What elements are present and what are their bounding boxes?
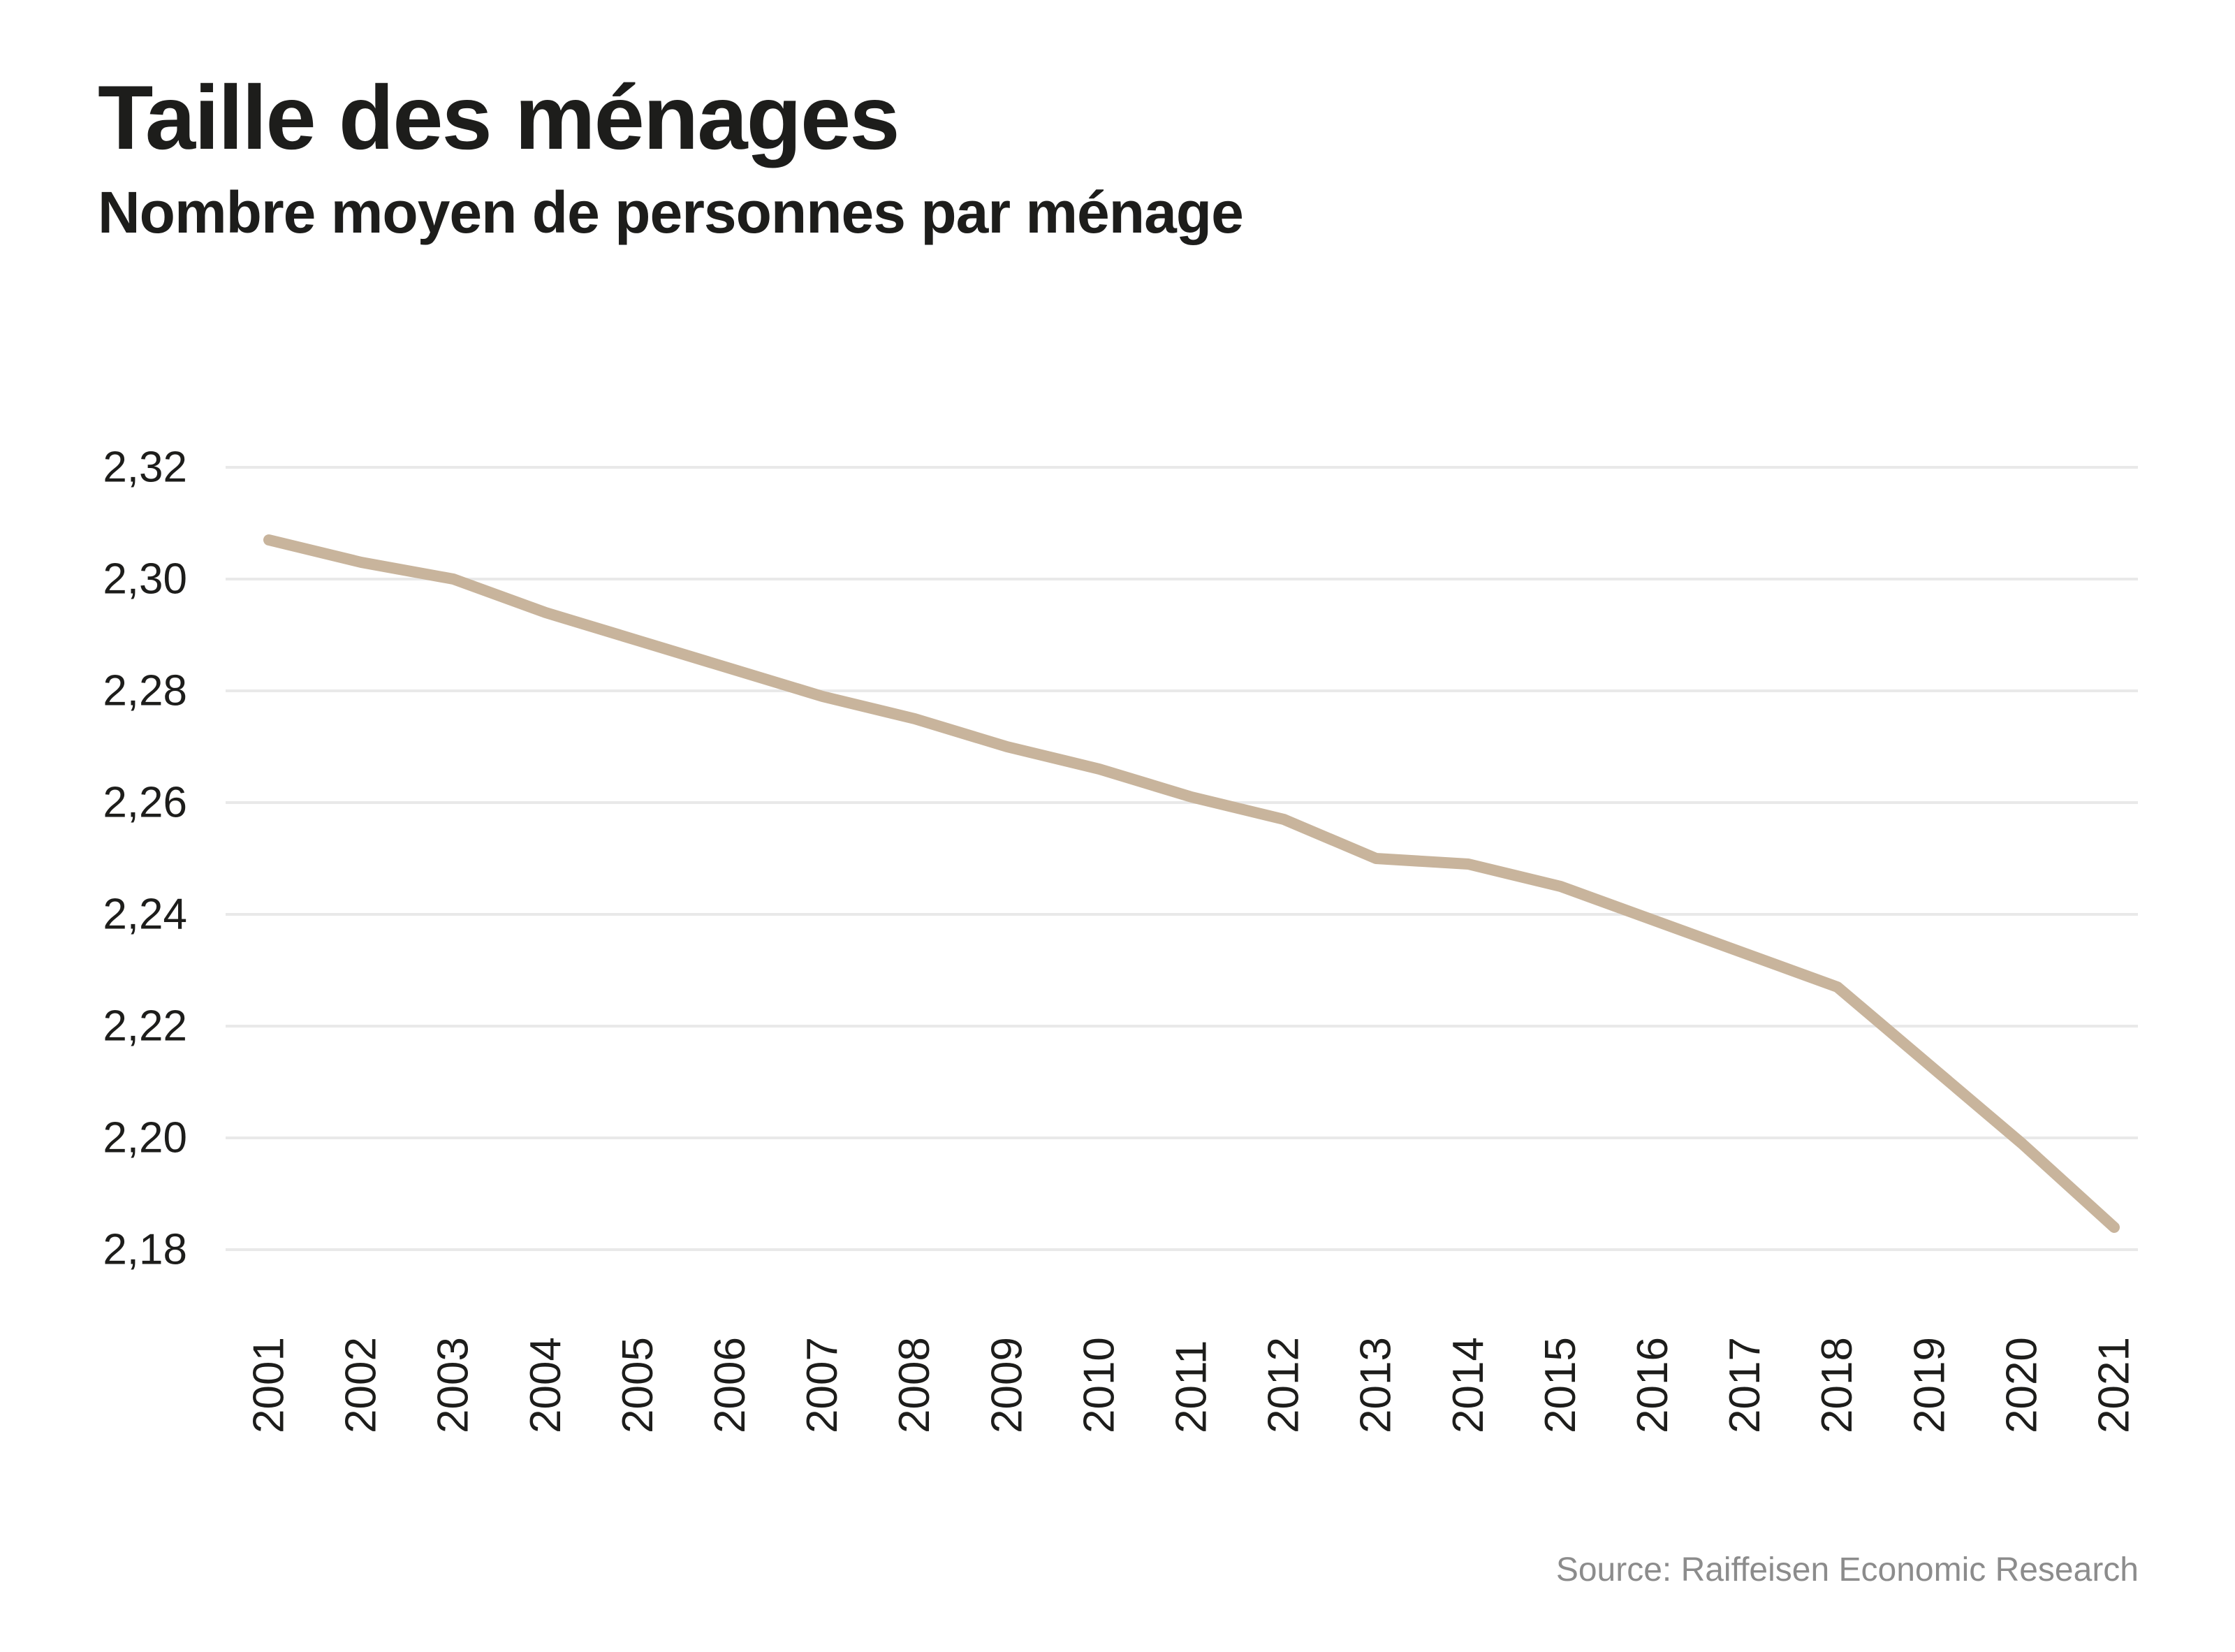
y-tick-label: 2,30	[103, 555, 187, 604]
y-tick-label: 2,26	[103, 779, 187, 827]
x-tick-label: 2013	[1352, 1337, 1400, 1433]
x-tick-label: 2009	[983, 1337, 1031, 1433]
x-tick-label: 2018	[1813, 1337, 1861, 1433]
y-tick-label: 2,32	[103, 444, 187, 492]
y-tick-label: 2,28	[103, 667, 187, 715]
x-tick-label: 2006	[706, 1337, 754, 1433]
x-tick-label: 2014	[1444, 1337, 1493, 1433]
y-axis-tick-labels: 2,32 2,30 2,28 2,26 2,24 2,22 2,20 2,18	[103, 444, 187, 1274]
series-line	[263, 534, 2120, 1233]
y-tick-label: 2,22	[103, 1002, 187, 1051]
x-tick-label: 2008	[891, 1337, 939, 1433]
y-tick-label: 2,20	[103, 1114, 187, 1162]
x-tick-label: 2001	[245, 1337, 293, 1433]
x-tick-label: 2019	[1905, 1337, 1954, 1433]
x-tick-label: 2021	[2090, 1337, 2139, 1433]
x-tick-label: 2016	[1629, 1337, 1677, 1433]
x-tick-label: 2002	[337, 1337, 386, 1433]
x-tick-label: 2003	[430, 1337, 478, 1433]
source-caption: Source: Raiffeisen Economic Research	[1555, 1551, 2139, 1588]
x-axis-tick-labels: 2001 2002 2003 2004 2005 2006 2007 2008 2009 2010…	[245, 1337, 2139, 1433]
series-lines	[263, 534, 2120, 1233]
chart-title: Taille des ménages	[98, 66, 900, 168]
x-tick-label: 2017	[1721, 1337, 1769, 1433]
y-tick-label: 2,18	[103, 1226, 187, 1274]
x-tick-label: 2004	[522, 1337, 570, 1433]
x-tick-label: 2011	[1168, 1340, 1216, 1433]
x-tick-label: 2007	[798, 1337, 847, 1433]
x-tick-label: 2015	[1537, 1337, 1585, 1433]
y-tick-label: 2,24	[103, 891, 187, 939]
gridlines	[226, 466, 2138, 1251]
x-tick-label: 2010	[1075, 1337, 1123, 1433]
x-tick-label: 2005	[614, 1337, 662, 1433]
chart-subtitle: Nombre moyen de personnes par ménage	[98, 180, 1244, 245]
x-tick-label: 2020	[1998, 1337, 2046, 1433]
x-tick-label: 2012	[1260, 1337, 1308, 1433]
